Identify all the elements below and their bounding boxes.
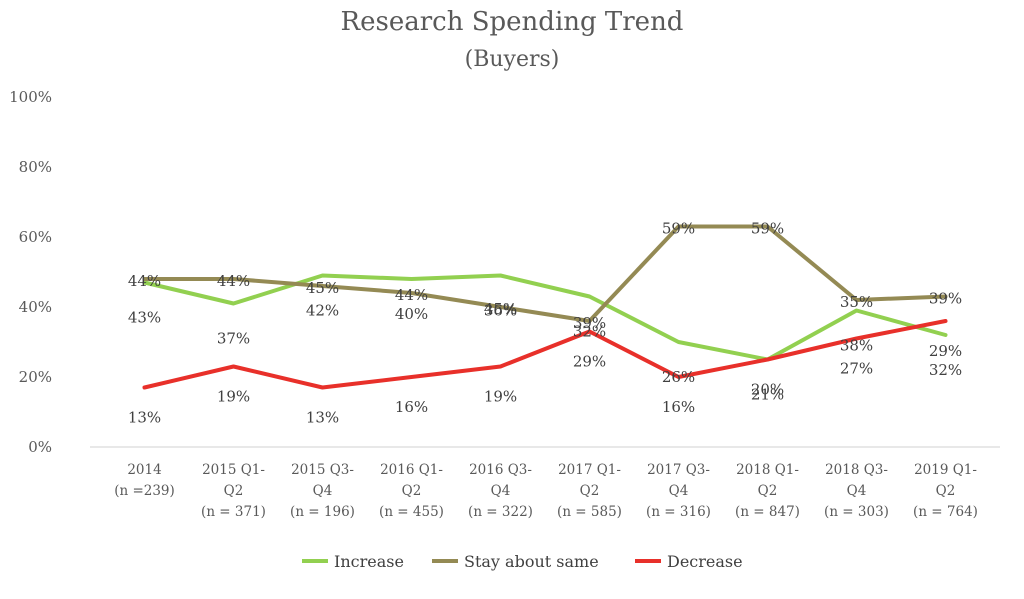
legend: Increase Stay about same Decrease [302, 552, 743, 571]
data-label: 39% [929, 290, 962, 308]
data-label: 59% [751, 220, 784, 238]
x-tick-label: 2014 (n =239) [114, 462, 175, 499]
data-label: 44% [395, 286, 428, 304]
data-label: 20% [751, 381, 784, 399]
chart-title: Research Spending Trend [341, 7, 684, 37]
data-label: 40% [395, 305, 428, 323]
x-tick-label: 2017 Q1-Q2 (n = 585) [557, 462, 622, 520]
data-label: 38% [840, 337, 873, 355]
data-label: 29% [573, 353, 606, 371]
data-label: 36% [484, 302, 517, 320]
y-tick-label: 20% [19, 368, 52, 386]
chart-subtitle: (Buyers) [465, 47, 560, 72]
series-line-decrease [142, 319, 948, 390]
series-line-stay-about-same [142, 224, 948, 323]
data-label: 37% [217, 330, 250, 348]
x-tick-label: 2019 Q1-Q2 (n = 764) [913, 462, 978, 520]
x-tick-label: 2018 Q1-Q2 (n = 847) [735, 462, 800, 520]
data-label: 59% [662, 220, 695, 238]
data-label: 19% [217, 388, 250, 406]
data-label: 13% [128, 409, 161, 427]
x-tick-label: 2015 Q1-Q2 (n = 371) [201, 462, 266, 520]
x-tick-label: 2016 Q3-Q4 (n = 322) [468, 462, 533, 520]
data-label: 45% [484, 300, 517, 318]
data-label: 26% [662, 368, 695, 386]
data-label: 32% [929, 361, 962, 379]
data-label: 45% [306, 279, 339, 297]
data-label: 39% [573, 314, 606, 332]
data-label: 21% [751, 386, 784, 404]
legend-label: Stay about same [464, 552, 599, 571]
y-tick-label: 100% [9, 88, 52, 106]
data-label: 19% [484, 388, 517, 406]
legend-label: Increase [334, 552, 404, 571]
series-line-increase [142, 273, 948, 362]
data-label: 44% [217, 272, 250, 290]
x-tick-label: 2017 Q3-Q4 (n = 316) [646, 462, 711, 520]
data-label: 27% [840, 360, 873, 378]
data-label: 13% [306, 409, 339, 427]
legend-label: Decrease [667, 552, 743, 571]
y-tick-label: 60% [19, 228, 52, 246]
data-label: 35% [840, 293, 873, 311]
data-labels: 43% 37% 42% 40% 36% 32% 26% 21% 38% 32% 44% 44% 45% 4… [128, 220, 962, 427]
series-lines [142, 224, 948, 390]
data-label: 44% [128, 272, 161, 290]
data-label: 42% [306, 302, 339, 320]
y-axis: 0% 20% 40% 60% 80% 100% [9, 88, 52, 456]
data-label: 43% [128, 309, 161, 327]
y-tick-label: 80% [19, 158, 52, 176]
y-tick-label: 40% [19, 298, 52, 316]
data-label: 32% [573, 323, 606, 341]
x-tick-label: 2018 Q3-Q4 (n = 303) [824, 462, 889, 520]
y-tick-label: 0% [28, 438, 52, 456]
data-label: 16% [395, 398, 428, 416]
x-tick-label: 2015 Q3-Q4 (n = 196) [290, 462, 355, 520]
data-label: 29% [929, 342, 962, 360]
data-label: 16% [662, 398, 695, 416]
x-axis-categories: 2014 (n =239) 2015 Q1-Q2 (n = 371) 2015 Q3-Q… [114, 462, 978, 520]
x-tick-label: 2016 Q1-Q2 (n = 455) [379, 462, 444, 520]
